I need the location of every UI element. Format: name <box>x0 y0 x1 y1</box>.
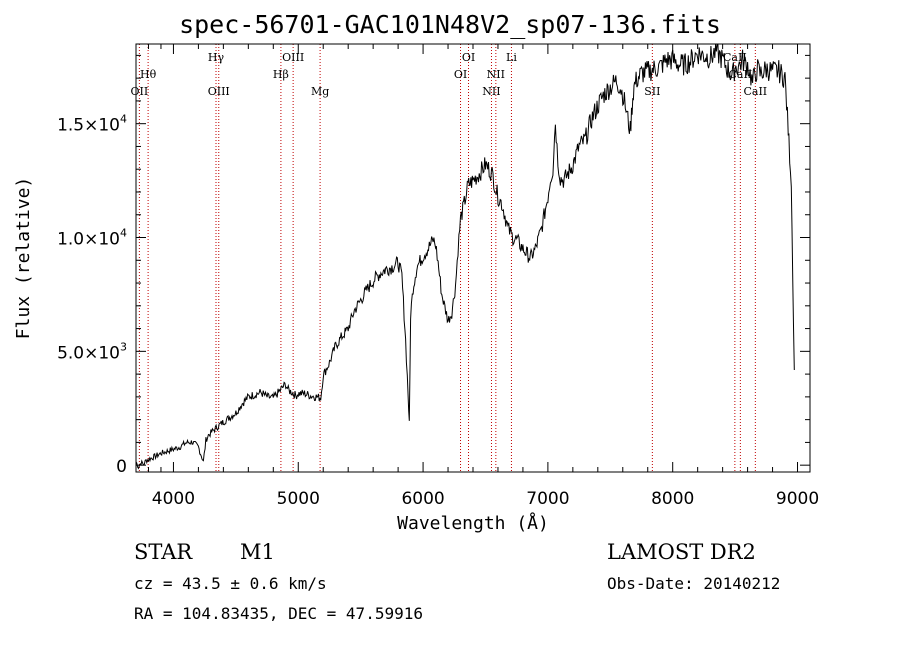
line-marker-label: OIII <box>208 85 230 98</box>
x-tick-label: 5000 <box>277 489 320 509</box>
coordinates-line: RA = 104.83435, DEC = 47.59916 <box>134 604 423 623</box>
object-subclass: M1 <box>240 540 275 564</box>
line-marker-label: SII <box>644 85 660 98</box>
line-markers <box>138 44 756 472</box>
x-tick-label: 4000 <box>152 489 195 509</box>
chart-title: spec-56701-GAC101N48V2_sp07-136.fits <box>179 10 721 39</box>
y-tick-label: 1.0×104 <box>57 227 127 250</box>
line-marker-label: Hγ <box>208 51 225 64</box>
line-marker-label: Hβ <box>273 68 289 81</box>
line-marker-label: CaII <box>723 51 747 64</box>
x-tick-label: 7000 <box>526 489 569 509</box>
line-marker-label: Li <box>506 51 517 64</box>
x-axis-label: Wavelength (Å) <box>397 512 549 534</box>
x-axis-ticks: 4000 5000 6000 7000 8000 9000 <box>147 44 819 509</box>
object-type: STAR <box>134 540 193 564</box>
line-marker-labels: OIIHθHγOIIIHβOIIIMgOIOINIINIILiSIICaIICa… <box>131 51 768 98</box>
line-marker-label: Mg <box>311 85 329 98</box>
x-tick-label: 8000 <box>651 489 694 509</box>
line-marker-label: NII <box>487 68 505 81</box>
y-axis-label: Flux (relative) <box>13 177 34 340</box>
plot-frame <box>135 43 811 473</box>
x-tick-label: 6000 <box>401 489 444 509</box>
survey-name: LAMOST DR2 <box>607 540 756 564</box>
x-tick-label: 9000 <box>776 489 819 509</box>
line-marker-label: Hθ <box>140 68 157 81</box>
redshift-line: cz = 43.5 ± 0.6 km/s <box>134 574 327 593</box>
line-marker-label: OII <box>131 85 149 98</box>
obs-date: Obs-Date: 20140212 <box>607 574 781 593</box>
y-tick-label: 1.5×104 <box>57 113 127 136</box>
line-marker-label: CaII <box>743 85 767 98</box>
line-marker-label: OIII <box>282 51 304 64</box>
line-marker-label: OI <box>454 68 467 81</box>
spectrum-line <box>135 43 795 470</box>
line-marker-label: OI <box>462 51 475 64</box>
y-tick-label: 0 <box>116 457 127 477</box>
y-axis-ticks: 0 5.0×103 1.0×104 1.5×104 <box>57 54 810 477</box>
y-tick-label: 5.0×103 <box>57 340 127 363</box>
line-marker-label: NII <box>482 85 500 98</box>
